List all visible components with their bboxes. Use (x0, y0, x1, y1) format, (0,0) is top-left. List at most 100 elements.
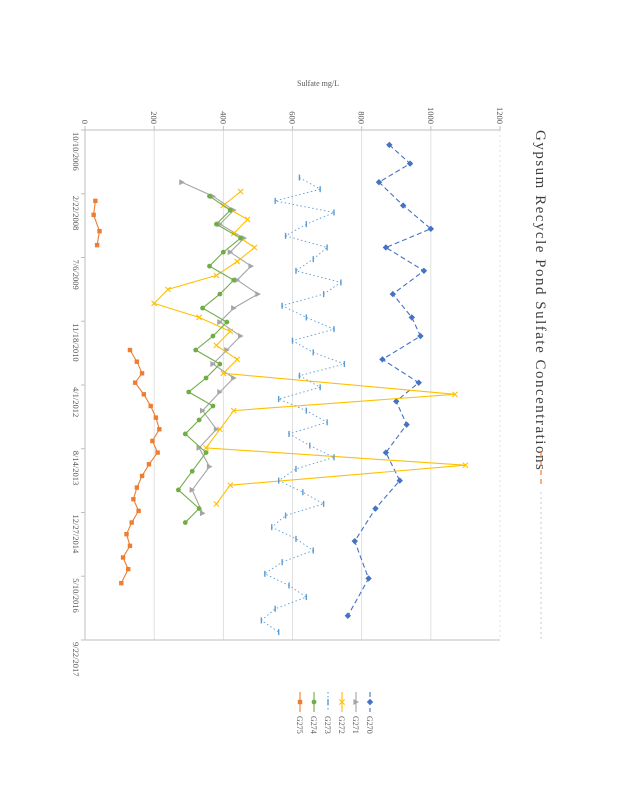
x-marker (339, 699, 345, 705)
y-axis-title: Sulfate mg/L (297, 79, 339, 88)
circle-marker (210, 403, 216, 409)
diamond-marker (403, 421, 410, 428)
circle-marker (214, 221, 219, 227)
x-marker (234, 258, 241, 265)
value-tick-label: 400 (218, 111, 228, 124)
date-tick-label: 7/6/2009 (71, 260, 81, 290)
x-marker (227, 328, 234, 335)
legend-label: G272 (337, 716, 346, 734)
square-marker (153, 415, 159, 420)
square-marker (119, 580, 124, 586)
square-marker (127, 347, 133, 353)
diamond-marker (396, 477, 403, 484)
triangle-marker (206, 463, 213, 470)
diamond-marker (420, 267, 428, 274)
square-marker (93, 198, 98, 204)
triangle-marker (353, 699, 359, 705)
triangle-marker (199, 407, 206, 414)
square-marker (139, 473, 145, 479)
circle-marker (203, 450, 209, 455)
diamond-marker (366, 698, 374, 706)
value-tick-label: 600 (288, 111, 298, 124)
circle-marker (231, 277, 237, 283)
x-marker (165, 286, 171, 293)
series-line-G273 (260, 177, 346, 633)
legend-label: G271 (351, 716, 360, 734)
x-marker (213, 342, 220, 349)
square-marker (141, 392, 146, 397)
triangle-marker (238, 333, 244, 340)
axis-labels: 10/10/2006 2/22/2008 7/6/2009 11/18/2010 4/1… (71, 107, 505, 676)
diamond-marker (389, 290, 396, 298)
diamond-marker (372, 505, 379, 512)
triangle-marker (217, 388, 223, 395)
legend-label: G275 (295, 716, 304, 734)
legend-label: G270 (365, 716, 374, 734)
series-G274 (175, 193, 244, 525)
x-marker (196, 314, 203, 321)
x-marker (230, 407, 237, 414)
square-marker (136, 508, 141, 514)
series-line-G270 (347, 144, 432, 617)
date-tick-label: 11/18/2010 (71, 323, 81, 361)
x-marker (251, 244, 258, 251)
square-marker (155, 450, 160, 455)
triangle-marker (255, 291, 261, 298)
circle-marker (210, 333, 216, 339)
triangle-marker (199, 510, 206, 517)
square-marker (132, 380, 138, 385)
square-marker (297, 699, 303, 705)
square-marker (139, 371, 145, 376)
square-marker (134, 359, 140, 364)
triangle-marker (196, 444, 203, 451)
square-marker (148, 403, 153, 409)
x-marker (462, 462, 469, 469)
diamond-marker (351, 537, 358, 545)
diamond-marker (427, 225, 435, 233)
circle-marker (217, 291, 223, 297)
circle-marker (186, 389, 192, 395)
x-marker (151, 300, 158, 307)
diamond-marker (375, 179, 383, 186)
x-marker (452, 391, 459, 398)
legend-entry-G273: G273 (323, 692, 332, 734)
diamond-marker (399, 202, 407, 209)
gridlines (84, 130, 501, 640)
square-marker (146, 462, 152, 467)
triangle-marker (231, 305, 237, 312)
circle-marker (217, 361, 223, 367)
x-marker (234, 356, 241, 363)
circle-marker (200, 305, 205, 311)
x-marker (244, 216, 251, 223)
triangle-marker (227, 249, 234, 256)
date-tick-label: 4/1/2012 (71, 387, 81, 417)
legend-entry-G272: G272 (337, 692, 346, 734)
square-marker (150, 438, 155, 444)
diamond-marker (382, 449, 390, 456)
square-marker (124, 531, 129, 537)
x-marker (203, 444, 210, 451)
circle-marker (220, 249, 226, 255)
x-marker (213, 500, 220, 507)
square-marker (126, 566, 131, 572)
legend-entry-G275: G275 (295, 692, 304, 734)
value-tick-label: 1200 (495, 107, 505, 124)
circle-marker (175, 487, 181, 493)
legend-entry-G274: G274 (309, 692, 318, 734)
date-tick-label: 10/10/2006 (71, 132, 81, 171)
circle-marker (238, 235, 244, 241)
date-tick-label: 2/22/2008 (71, 196, 81, 230)
date-tick-label: 12/27/2014 (71, 515, 81, 554)
triangle-marker (231, 375, 237, 382)
value-tick-label: 0 (80, 120, 90, 124)
x-marker (216, 426, 223, 433)
diamond-marker (386, 141, 393, 149)
x-marker (220, 370, 227, 377)
circle-marker (182, 520, 188, 525)
triangle-marker (210, 361, 216, 368)
square-marker (91, 212, 96, 218)
circle-marker (207, 193, 212, 199)
